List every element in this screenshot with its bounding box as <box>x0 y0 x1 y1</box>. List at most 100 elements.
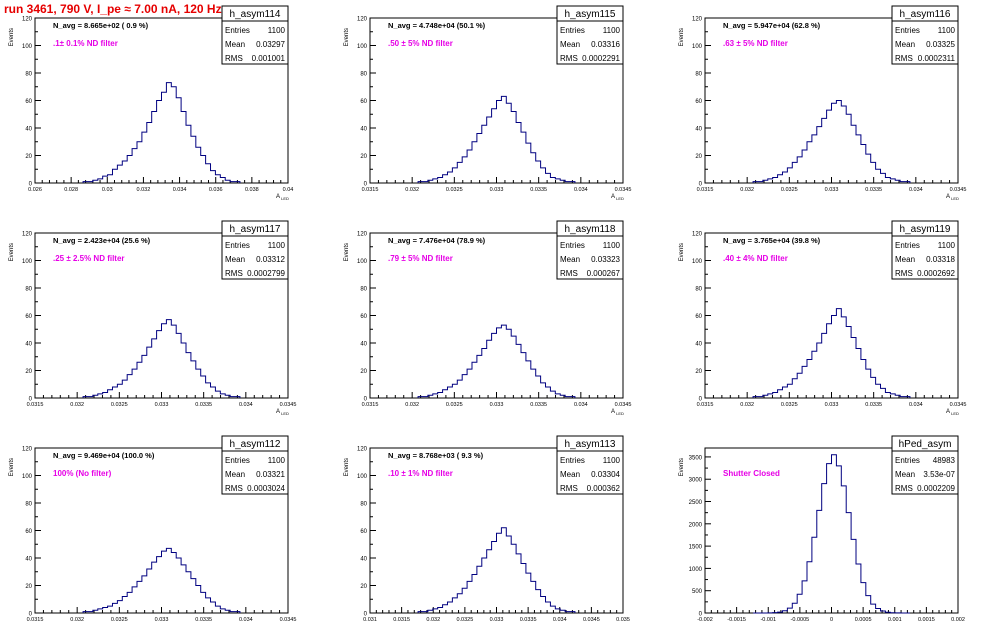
y-axis-title: Events <box>344 28 350 46</box>
navg-label: N_avg = 5.947e+04 (62.8 %) <box>723 21 821 30</box>
x-tick-label: 0.0345 <box>950 402 967 408</box>
stats-box-title: h_asym116 <box>900 9 951 20</box>
x-tick-label: 0.033 <box>490 402 504 408</box>
filter-annotation: .40 ± 4% ND filter <box>723 254 788 263</box>
y-tick-label: 40 <box>25 342 32 348</box>
x-tick-label: 0.033 <box>155 617 169 622</box>
x-axis-title: A LED <box>946 194 959 201</box>
histogram-curve <box>417 95 576 183</box>
histogram-panel-h_asym118: 0 20 40 60 80 100 120 Events 0.0315 0.032 0.0325 0.… <box>344 220 631 416</box>
navg-label: N_avg = 3.765e+04 (39.8 %) <box>723 236 821 245</box>
y-tick-label: 60 <box>360 529 367 535</box>
x-tick-label: 0 <box>830 617 833 622</box>
stats-box-title: h_asym114 <box>230 9 281 20</box>
stats-label-mean: Mean <box>225 40 245 49</box>
stats-box: hPed_asym Entries 48983 Mean 3.53e-07 RMS 0.00… <box>891 435 959 495</box>
x-tick-label: 0.028 <box>64 187 78 193</box>
histogram-curve <box>417 527 576 613</box>
y-tick-label: 20 <box>695 154 702 160</box>
y-axis-title: Events <box>9 458 15 476</box>
stats-value-rms: 0.0002799 <box>247 269 285 278</box>
stats-value-entries: 1100 <box>603 26 621 35</box>
stats-box-title: h_asym119 <box>900 224 951 235</box>
stats-label-rms: RMS <box>225 54 243 63</box>
stats-label-entries: Entries <box>560 26 585 35</box>
stats-label-rms: RMS <box>560 54 578 63</box>
stats-value-mean: 0.03312 <box>256 255 285 264</box>
stats-box-title: h_asym112 <box>230 439 281 450</box>
stats-label-entries: Entries <box>895 456 920 465</box>
y-axis-title: Events <box>679 243 685 261</box>
filter-annotation: .63 ± 5% ND filter <box>723 39 788 48</box>
y-tick-label: 120 <box>357 17 368 23</box>
navg-label: N_avg = 8.768e+03 ( 9.3 %) <box>388 451 484 460</box>
stats-value-entries: 1100 <box>938 241 956 250</box>
stats-label-rms: RMS <box>895 54 913 63</box>
y-tick-label: 0 <box>29 182 33 188</box>
y-tick-label: 3000 <box>689 478 703 484</box>
y-tick-label: 20 <box>25 154 32 160</box>
x-tick-label: 0.002 <box>951 617 965 622</box>
filter-annotation: .50 ± 5% ND filter <box>388 39 453 48</box>
x-axis-title-subscript: LED <box>615 411 624 416</box>
stats-value-rms: 0.000362 <box>587 484 621 493</box>
stats-value-entries: 48983 <box>933 456 956 465</box>
stats-value-mean: 0.03316 <box>591 40 620 49</box>
stats-label-entries: Entries <box>225 456 250 465</box>
y-tick-label: 60 <box>360 99 367 105</box>
x-tick-label: 0.03 <box>102 187 113 193</box>
stats-label-entries: Entries <box>895 241 920 250</box>
x-tick-label: 0.0335 <box>530 402 547 408</box>
stats-label-rms: RMS <box>225 484 243 493</box>
x-tick-label: 0.0315 <box>362 187 379 193</box>
stats-label-entries: Entries <box>225 26 250 35</box>
x-tick-label: 0.035 <box>616 617 630 622</box>
navg-label: N_avg = 9.469e+04 (100.0 %) <box>53 451 155 460</box>
x-tick-label: 0.0315 <box>362 402 379 408</box>
filter-annotation: .1± 0.1% ND filter <box>53 39 118 48</box>
histogram-curve <box>752 308 911 398</box>
x-tick-label: 0.0315 <box>697 187 714 193</box>
y-tick-label: 1500 <box>689 545 703 551</box>
y-tick-label: 20 <box>360 584 367 590</box>
y-tick-label: 120 <box>357 447 368 453</box>
x-tick-label: 0.031 <box>363 617 377 622</box>
stats-value-mean: 0.03325 <box>926 40 955 49</box>
histogram-curve <box>82 82 241 183</box>
filter-annotation: .25 ± 2.5% ND filter <box>53 254 125 263</box>
y-tick-label: 120 <box>22 447 33 453</box>
y-tick-label: 120 <box>22 17 33 23</box>
y-tick-label: 60 <box>25 529 32 535</box>
x-tick-label: 0.0315 <box>27 402 44 408</box>
x-tick-label: 0.032 <box>740 187 754 193</box>
stats-value-mean: 0.03323 <box>591 255 620 264</box>
y-tick-label: 20 <box>695 369 702 375</box>
x-tick-label: 0.0335 <box>865 187 882 193</box>
filter-annotation: 100% (No filter) <box>53 469 112 478</box>
stats-box-frame <box>556 5 624 65</box>
stats-value-mean: 0.03321 <box>256 470 285 479</box>
x-axis-title-subscript: LED <box>615 196 624 201</box>
x-tick-label: 0.001 <box>888 617 902 622</box>
x-tick-label: -0.0015 <box>727 617 746 622</box>
x-tick-label: -0.0005 <box>791 617 810 622</box>
y-tick-label: 80 <box>360 287 367 293</box>
stats-value-rms: 0.0002311 <box>918 54 956 63</box>
x-tick-label: 0.034 <box>574 402 588 408</box>
y-axis-title: Events <box>344 243 350 261</box>
stats-value-mean: 3.53e-07 <box>923 470 955 479</box>
x-tick-label: 0.036 <box>209 187 223 193</box>
y-tick-label: 120 <box>692 17 703 23</box>
navg-label: N_avg = 8.665e+02 ( 0.9 %) <box>53 21 149 30</box>
x-tick-label: 0.033 <box>825 402 839 408</box>
histogram-panel-h_asym113: 0 20 40 60 80 100 120 Events 0.031 0.0315 0.032 0.0… <box>344 435 630 622</box>
stats-label-mean: Mean <box>560 470 580 479</box>
navg-label: N_avg = 7.476e+04 (78.9 %) <box>388 236 486 245</box>
x-axis-title-subscript: LED <box>280 411 289 416</box>
histogram-panel-h_asym115: 0 20 40 60 80 100 120 Events 0.0315 0.032 0.0325 0.… <box>344 5 631 201</box>
stats-label-mean: Mean <box>895 255 915 264</box>
histogram-curve <box>82 319 241 398</box>
x-tick-label: 0.038 <box>245 187 259 193</box>
y-tick-label: 100 <box>692 44 703 50</box>
stats-value-rms: 0.0002209 <box>917 484 955 493</box>
